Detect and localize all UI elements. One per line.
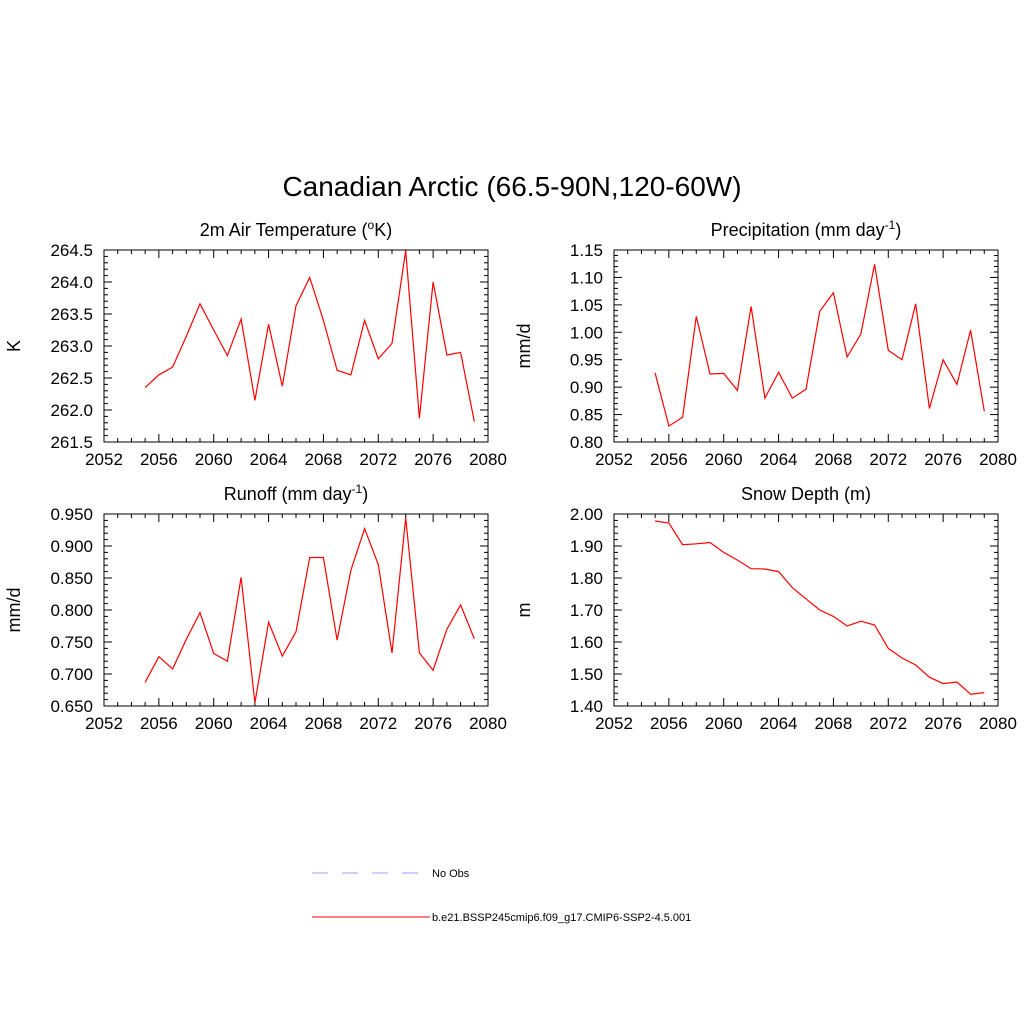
x-tick-label: 2064	[760, 714, 798, 733]
legend-model-label: b.e21.BSSP245cmip6.f09_g17.CMIP6-SSP2-4.…	[432, 912, 691, 924]
y-tick-label: 1.00	[570, 323, 603, 342]
y-axis-label: m	[514, 603, 534, 618]
x-tick-label: 2052	[595, 450, 633, 469]
x-tick-label: 2056	[140, 450, 178, 469]
y-tick-label: 1.90	[570, 537, 603, 556]
y-tick-label: 1.60	[570, 633, 603, 652]
panel-title: Snow Depth (m)	[741, 484, 871, 504]
y-tick-label: 263.5	[50, 305, 93, 324]
panels: 2m Air Temperature (oK) K 2052 2056 2060 2064…	[4, 218, 1017, 733]
y-tick-label: 1.40	[570, 697, 603, 716]
panel-title: 2m Air Temperature (oK)	[200, 218, 392, 240]
y-tick-label: 1.50	[570, 665, 603, 684]
panel-title-tail: K)	[374, 220, 392, 240]
y-tick-label: 262.0	[50, 401, 93, 420]
plot-frame	[103, 249, 489, 443]
y-tick-label: 1.70	[570, 601, 603, 620]
x-tick-label: 2052	[595, 714, 633, 733]
x-tick-label: 2080	[469, 450, 507, 469]
panel-title-text: Precipitation (mm day	[711, 220, 885, 240]
x-tick-label: 2076	[924, 714, 962, 733]
x-tick-label: 2072	[359, 714, 397, 733]
chart-panel-2: Precipitation (mm day-1) mm/d 2052 2056 2060…	[514, 218, 1017, 469]
y-tick-label: 1.15	[570, 241, 603, 260]
x-tick-label: 2080	[979, 714, 1017, 733]
x-tick-label: 2060	[195, 714, 233, 733]
y-tick-label: 0.900	[50, 537, 93, 556]
y-tick-label: 0.80	[570, 433, 603, 452]
y-tick-label: 0.650	[50, 697, 93, 716]
series-line	[144, 250, 475, 422]
chart-panel-3: Runoff (mm day-1) mm/d 2052 2056 2060 2064 206…	[4, 482, 507, 733]
legend-obs-label: No Obs	[432, 868, 470, 880]
panel-title-tail: )	[362, 484, 368, 504]
x-tick-label: 2056	[650, 714, 688, 733]
x-tick-label: 2076	[414, 714, 452, 733]
y-tick-label: 1.10	[570, 268, 603, 287]
y-tick-label: 0.700	[50, 665, 93, 684]
y-tick-label: 261.5	[50, 433, 93, 452]
x-tick-label: 2064	[250, 714, 288, 733]
x-tick-label: 2076	[414, 450, 452, 469]
panel-title: Precipitation (mm day-1)	[711, 218, 902, 240]
x-tick-label: 2060	[705, 450, 743, 469]
x-tick-label: 2056	[650, 450, 688, 469]
chart-panel-1: 2m Air Temperature (oK) K 2052 2056 2060 2064…	[4, 218, 507, 469]
series-line	[655, 520, 985, 695]
y-tick-label: 262.5	[50, 369, 93, 388]
series-line	[144, 517, 475, 703]
panel-title-sup: o	[368, 218, 375, 232]
plot-frame	[103, 513, 489, 707]
x-tick-label: 2052	[85, 450, 123, 469]
y-axis-label: mm/d	[4, 588, 24, 633]
x-tick-label: 2052	[85, 714, 123, 733]
y-tick-label: 263.0	[50, 337, 93, 356]
x-tick-label: 2068	[815, 714, 853, 733]
panel-title: Runoff (mm day-1)	[224, 482, 368, 504]
y-tick-label: 0.750	[50, 633, 93, 652]
panel-title-tail: )	[895, 220, 901, 240]
x-tick-label: 2068	[305, 714, 343, 733]
panel-title-sup: -1	[352, 482, 363, 496]
x-tick-label: 2064	[250, 450, 288, 469]
x-tick-label: 2068	[305, 450, 343, 469]
x-tick-label: 2064	[760, 450, 798, 469]
x-tick-label: 2072	[869, 450, 907, 469]
plot-frame	[613, 513, 999, 707]
y-tick-label: 0.90	[570, 378, 603, 397]
y-tick-label: 0.850	[50, 569, 93, 588]
y-tick-label: 0.95	[570, 351, 603, 370]
y-tick-label: 1.80	[570, 569, 603, 588]
main-title: Canadian Arctic (66.5-90N,120-60W)	[282, 171, 741, 202]
y-tick-label: 2.00	[570, 505, 603, 524]
panel-title-text: Snow Depth (m)	[741, 484, 871, 504]
y-tick-label: 264.5	[50, 241, 93, 260]
panel-title-text: Runoff (mm day	[224, 484, 352, 504]
panel-title-sup: -1	[885, 218, 896, 232]
legend: No Obs b.e21.BSSP245cmip6.f09_g17.CMIP6-…	[312, 868, 691, 924]
x-tick-label: 2080	[979, 450, 1017, 469]
panel-title-text: 2m Air Temperature (	[200, 220, 368, 240]
x-tick-label: 2068	[815, 450, 853, 469]
x-tick-label: 2060	[195, 450, 233, 469]
y-axis-label: K	[4, 340, 24, 352]
y-axis-label: mm/d	[514, 324, 534, 369]
y-tick-label: 0.85	[570, 406, 603, 425]
x-tick-label: 2060	[705, 714, 743, 733]
series-line	[654, 264, 985, 428]
chart-panel-4: Snow Depth (m) m 2052 2056 2060 2064 2068 2072 2…	[514, 484, 1017, 733]
y-tick-label: 0.800	[50, 601, 93, 620]
y-tick-label: 0.950	[50, 505, 93, 524]
x-tick-label: 2056	[140, 714, 178, 733]
y-tick-label: 264.0	[50, 273, 93, 292]
plot-frame	[613, 249, 999, 443]
x-tick-label: 2076	[924, 450, 962, 469]
x-tick-label: 2072	[869, 714, 907, 733]
x-tick-label: 2072	[359, 450, 397, 469]
y-tick-label: 1.05	[570, 296, 603, 315]
x-tick-label: 2080	[469, 714, 507, 733]
